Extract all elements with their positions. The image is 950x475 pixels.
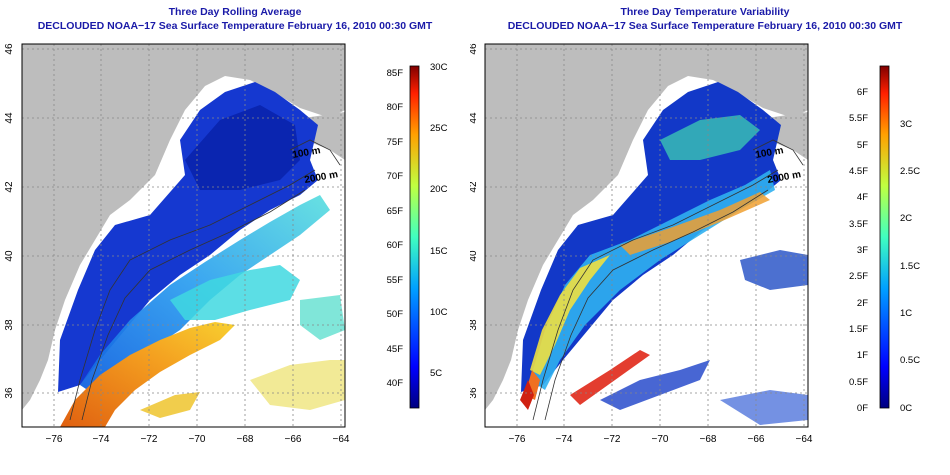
colorbar-f-label: 1.5F	[849, 324, 868, 335]
colorbar-f-label: 80F	[387, 102, 404, 113]
y-tick-label: 42	[4, 181, 15, 193]
x-tick-label: −70	[652, 434, 669, 445]
y-tick-label: 42	[470, 181, 479, 193]
colorbar-f-label: 5F	[857, 140, 868, 151]
land-mass	[485, 44, 808, 410]
land-mass	[22, 44, 345, 410]
colorbar	[879, 65, 890, 409]
y-tick-label: 46	[4, 43, 15, 55]
colorbar-c-label: 5C	[430, 368, 442, 379]
colorbar-f-label: 55F	[387, 275, 404, 286]
colorbar-c-label: 0.5C	[900, 355, 920, 366]
x-tick-label: −64	[796, 434, 813, 445]
colorbar-f-label: 0.5F	[849, 377, 868, 388]
x-tick-label: −70	[189, 434, 206, 445]
map-title: Three Day Temperature Variability	[620, 6, 790, 18]
y-tick-label: 46	[470, 43, 479, 55]
x-tick-label: −68	[237, 434, 254, 445]
contour-label: 100 m	[755, 145, 785, 161]
colorbar-c-label: 15C	[430, 246, 448, 257]
colorbar	[409, 65, 420, 409]
colorbar-f-label: 0F	[857, 403, 868, 414]
x-tick-label: −72	[141, 434, 158, 445]
x-tick-label: −66	[748, 434, 765, 445]
colorbar-f-label: 2F	[857, 298, 868, 309]
colorbar-c-label: 30C	[430, 62, 448, 73]
y-tick-label: 38	[4, 319, 15, 331]
colorbar-f-label: 40F	[387, 378, 404, 389]
colorbar-c-label: 1C	[900, 308, 912, 319]
x-tick-label: −76	[46, 434, 63, 445]
colorbar-f-label: 60F	[387, 240, 404, 251]
colorbar-f-label: 70F	[387, 171, 404, 182]
sst-variability-map: 100 m 2000 m −76 −74 −72 −70 −68 −66 −64…	[470, 43, 920, 445]
colorbar-c-label: 10C	[430, 307, 448, 318]
x-tick-label: −66	[285, 434, 302, 445]
colorbar-c-label: 1.5C	[900, 261, 920, 272]
colorbar-f-label: 6F	[857, 87, 868, 98]
colorbar-c-label: 3C	[900, 119, 912, 130]
contour-label: 100 m	[292, 145, 322, 161]
colorbar-f-label: 2.5F	[849, 271, 868, 282]
y-tick-label: 40	[470, 250, 479, 262]
colorbar-f-label: 1F	[857, 350, 868, 361]
sst-average-panel: Three Day Rolling Average DECLOUDED NOAA…	[0, 0, 470, 475]
sst-variability-panel: Three Day Temperature Variability DECLOU…	[470, 0, 940, 475]
colorbar-f-label: 3.5F	[849, 219, 868, 230]
x-tick-label: −74	[556, 434, 573, 445]
x-tick-label: −74	[93, 434, 110, 445]
colorbar-c-label: 2C	[900, 213, 912, 224]
colorbar-f-label: 75F	[387, 137, 404, 148]
colorbar-f-label: 65F	[387, 206, 404, 217]
map-subtitle: DECLOUDED NOAA−17 Sea Surface Temperatur…	[507, 20, 903, 32]
colorbar-f-label: 85F	[387, 68, 404, 79]
y-tick-label: 36	[470, 387, 479, 399]
y-tick-label: 44	[470, 112, 479, 124]
colorbar-c-label: 20C	[430, 184, 448, 195]
sst-average-map: 100 m 2000 m −76 −74 −72 −70 −68 −66 −64…	[4, 43, 448, 445]
x-tick-label: −64	[333, 434, 350, 445]
colorbar-f-label: 5.5F	[849, 113, 868, 124]
colorbar-f-label: 50F	[387, 309, 404, 320]
y-tick-label: 40	[4, 250, 15, 262]
x-tick-label: −72	[604, 434, 621, 445]
map-subtitle: DECLOUDED NOAA−17 Sea Surface Temperatur…	[37, 20, 433, 32]
colorbar-f-label: 4.5F	[849, 166, 868, 177]
y-tick-label: 36	[4, 387, 15, 399]
high-variability	[530, 255, 610, 375]
x-tick-label: −68	[700, 434, 717, 445]
y-tick-label: 44	[4, 112, 15, 124]
colorbar-c-label: 25C	[430, 123, 448, 134]
colorbar-f-label: 4F	[857, 192, 868, 203]
colorbar-f-label: 45F	[387, 344, 404, 355]
y-tick-label: 38	[470, 319, 479, 331]
gulf-stream-warm	[60, 322, 235, 427]
colorbar-c-label: 0C	[900, 403, 912, 414]
x-tick-label: −76	[509, 434, 526, 445]
colorbar-f-label: 3F	[857, 245, 868, 256]
colorbar-c-label: 2.5C	[900, 166, 920, 177]
map-title: Three Day Rolling Average	[168, 6, 302, 18]
